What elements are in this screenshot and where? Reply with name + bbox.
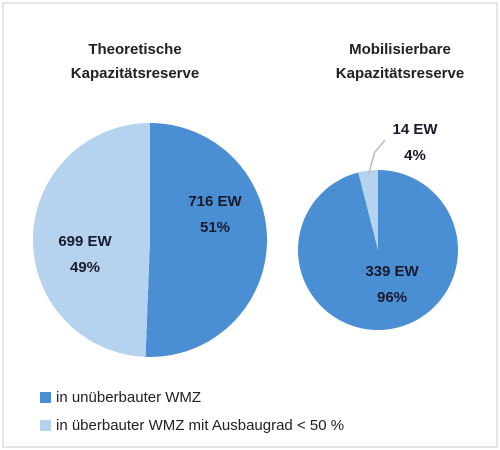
data-label: 4%: [404, 147, 426, 164]
legend-label: in unüberbauter WMZ: [56, 389, 201, 406]
legend-swatch: [40, 420, 51, 431]
legend-swatch: [40, 392, 51, 403]
data-label: 51%: [200, 219, 230, 236]
data-label: 49%: [70, 259, 100, 276]
data-label: 96%: [377, 289, 407, 306]
pie-slice: [145, 123, 267, 357]
data-label: 716 EW: [188, 193, 242, 210]
pie-slice: [32, 123, 150, 357]
pie-slice: [358, 170, 378, 250]
chart-title: Kapazitätsreserve: [336, 65, 464, 82]
data-label: 339 EW: [365, 263, 419, 280]
chart-title: Theoretische: [88, 41, 181, 58]
leader-line: [367, 139, 386, 175]
chart-title: Mobilisierbare: [349, 41, 451, 58]
legend-label: in überbauter WMZ mit Ausbaugrad < 50 %: [56, 417, 344, 434]
data-label: 699 EW: [58, 233, 112, 250]
data-label: 14 EW: [392, 121, 438, 138]
chart-title: Kapazitätsreserve: [71, 65, 199, 82]
